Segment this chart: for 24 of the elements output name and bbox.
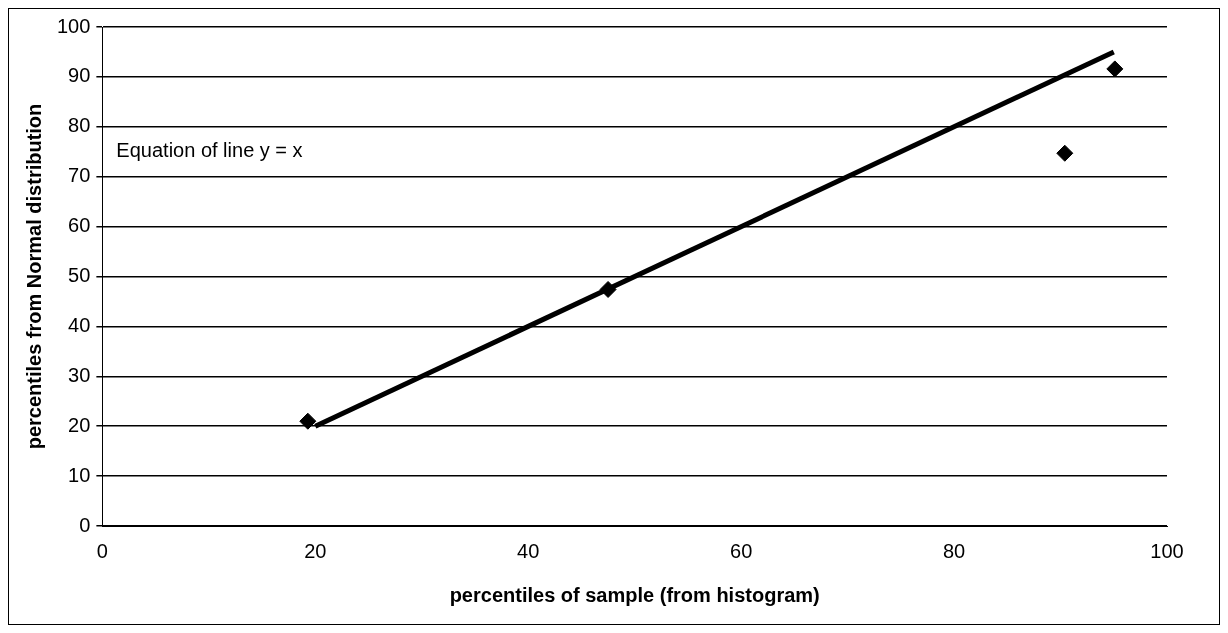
- x-tick-label: 0: [96, 539, 108, 562]
- y-tick-label: 60: [68, 214, 91, 237]
- y-tick-label: 90: [68, 64, 91, 87]
- y-axis-title: percentiles from Normal distribution: [22, 103, 45, 450]
- y-tick-label: 50: [68, 264, 91, 287]
- x-axis-title: percentiles of sample (from histogram): [449, 583, 820, 606]
- y-tick-label: 70: [68, 164, 91, 187]
- point: [1106, 60, 1124, 78]
- annotation: Equation of line y = x: [116, 139, 303, 162]
- y-tick-label: 0: [79, 513, 91, 536]
- point: [299, 412, 317, 430]
- point: [599, 280, 617, 298]
- x-tick-label: 80: [942, 539, 966, 562]
- x-tick-label: 20: [304, 539, 327, 562]
- y-tick-label: 10: [68, 463, 91, 486]
- y-tick-label: 40: [68, 313, 91, 336]
- y-tick-label: 100: [56, 14, 91, 37]
- x-tick-label: 60: [730, 539, 753, 562]
- y-tick-label: 20: [68, 413, 91, 436]
- y-tick-label: 80: [68, 114, 91, 137]
- x-tick-label: 40: [517, 539, 540, 562]
- point: [1056, 144, 1074, 162]
- x-tick-label: 100: [1150, 539, 1184, 562]
- y-tick-label: 30: [68, 363, 91, 386]
